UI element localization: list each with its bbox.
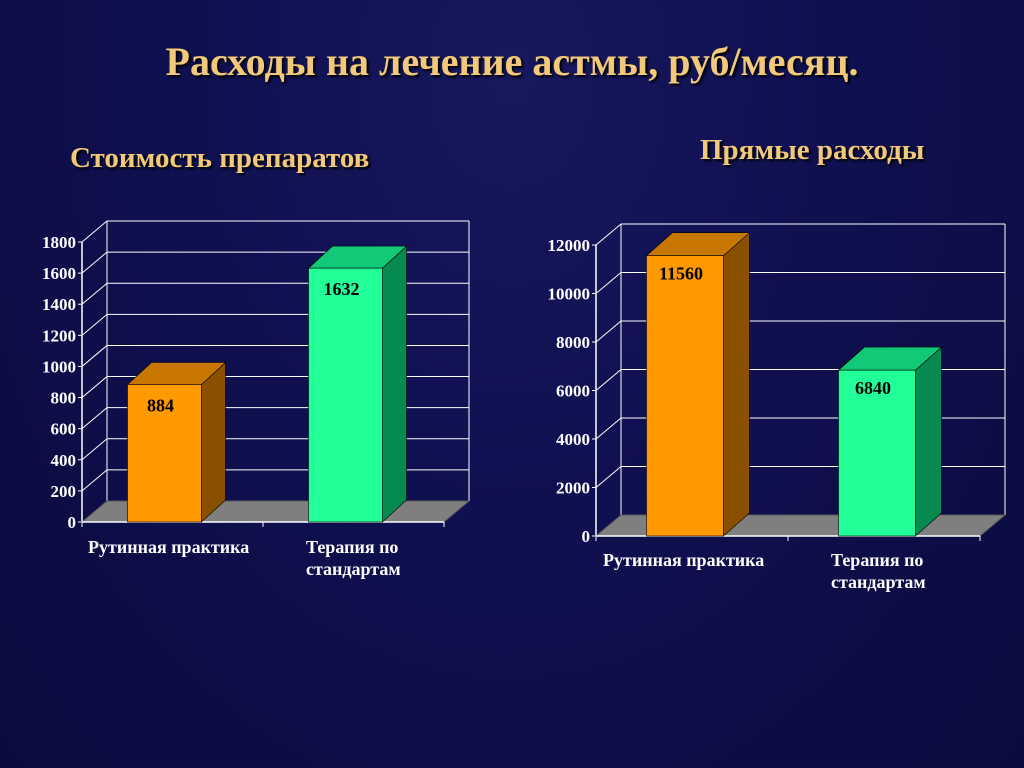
chart1-y-tick-label: 400 xyxy=(51,451,77,470)
chart2-bar-2-value-label: 6840 xyxy=(855,378,891,398)
chart2-side-gridline xyxy=(595,466,622,488)
chart1-y-tick-label: 0 xyxy=(68,513,77,532)
chart2-side-gridline xyxy=(595,272,622,294)
chart2-y-tick-label: 8000 xyxy=(556,333,590,352)
chart1-y-tick-label: 1800 xyxy=(42,233,76,252)
chart1-y-tick-label: 1600 xyxy=(42,264,76,283)
chart1-category-label-1: Рутинная практика xyxy=(88,537,249,557)
chart1-y-tick-label: 800 xyxy=(51,389,77,408)
chart2-side-gridline xyxy=(595,369,622,391)
chart1-bar-1 xyxy=(127,384,202,523)
chart2-y-tick-label: 6000 xyxy=(556,382,590,401)
chart2-y-tick-label: 10000 xyxy=(548,285,591,304)
chart-title-drug-cost: Стоимость препаратов xyxy=(70,142,370,174)
chart1-category-label-line: Терапия по xyxy=(306,537,398,557)
chart2-side-gridline xyxy=(595,223,622,246)
chart1-side-gridline xyxy=(81,438,108,461)
chart1-side-gridline xyxy=(81,376,108,398)
chart1-category-label-line: стандартам xyxy=(306,559,401,579)
chart1-side-gridline xyxy=(81,313,108,336)
chart1-side-gridline xyxy=(81,282,108,305)
chart1-y-tick-label: 600 xyxy=(51,420,77,439)
chart1-side-gridline xyxy=(81,345,108,367)
chart1-bar-2 xyxy=(308,267,383,523)
chart2-category-label-line: Терапия по xyxy=(831,550,923,570)
chart1-side-gridline xyxy=(81,407,108,430)
chart1-bar-2-value-label: 1632 xyxy=(324,279,360,299)
chart2-y-tick-label: 4000 xyxy=(556,430,590,449)
chart1-category-label-line: Рутинная практика xyxy=(88,537,249,557)
chart1-y-tick-label: 200 xyxy=(51,482,77,501)
chart2-category-label-line: стандартам xyxy=(831,572,926,592)
chart2-y-tick-label: 2000 xyxy=(556,479,590,498)
chart2-category-label-line: Рутинная практика xyxy=(603,550,764,570)
chart2-side-gridline xyxy=(595,320,622,343)
chart1-side-gridline xyxy=(81,251,108,274)
chart2-category-label-1: Рутинная практика xyxy=(603,550,764,570)
chart1-y-tick-label: 1200 xyxy=(42,326,76,345)
slide-title: Расходы на лечение астмы, руб/месяц. xyxy=(165,39,859,84)
chart2-category-label-2: Терапия по стандартам xyxy=(831,550,926,592)
chart2-bar-1 xyxy=(646,255,724,537)
chart2-bar-2-side xyxy=(915,346,942,537)
chart1-y-tick-label: 1400 xyxy=(42,295,76,314)
chart1-y-tick-label: 1000 xyxy=(42,357,76,376)
chart1-side-gridline xyxy=(81,220,108,243)
chart1-category-label-2: Терапия по стандартам xyxy=(306,537,401,579)
chart2-y-tick-label: 12000 xyxy=(548,236,591,255)
chart2-y-tick-label: 0 xyxy=(582,527,591,546)
chart1-side-gridline xyxy=(81,469,108,492)
chart-title-direct-costs: Прямые расходы xyxy=(700,134,925,166)
chart2-bar-1-side xyxy=(723,232,750,537)
chart2-bar-1-value-label: 11560 xyxy=(659,264,703,284)
chart1-bar-1-value-label: 884 xyxy=(147,395,174,415)
chart2-bar-2 xyxy=(838,369,916,537)
chart2-side-gridline xyxy=(595,417,622,440)
